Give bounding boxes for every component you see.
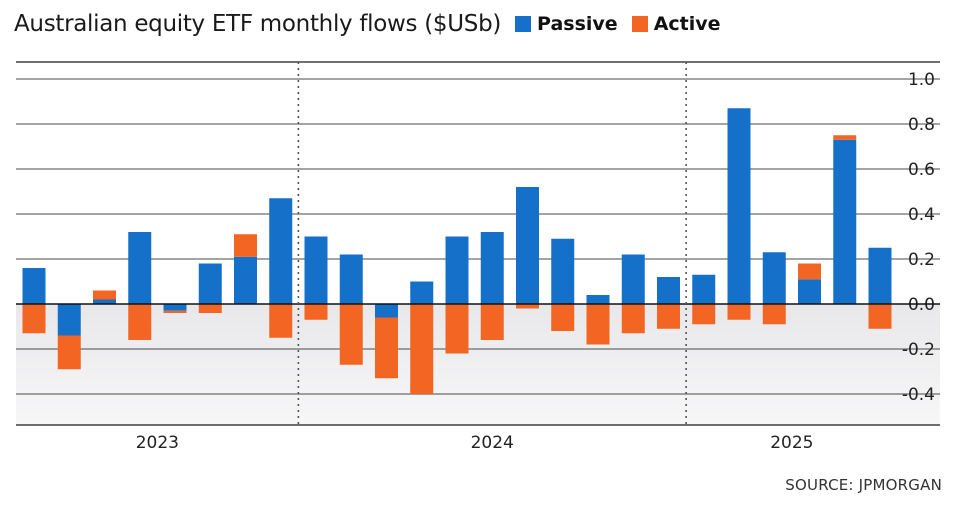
bar-active: [727, 304, 751, 320]
bar-passive: [621, 254, 645, 304]
chart-title: Australian equity ETF monthly flows ($US…: [14, 11, 502, 37]
bar-active: [445, 304, 469, 354]
bar-passive: [163, 304, 187, 311]
bar-passive: [657, 277, 680, 304]
bar-passive: [128, 232, 152, 304]
y-tick-label: -0.2: [902, 340, 935, 360]
bar-active: [551, 304, 575, 331]
negative-region-shade: [16, 304, 940, 425]
bar-active: [269, 304, 293, 338]
bar-active: [586, 304, 610, 345]
bar-active: [833, 135, 857, 140]
bar-active: [516, 304, 539, 309]
bar-active: [304, 304, 328, 320]
bar-passive: [304, 236, 328, 304]
y-tick-label: 0.8: [908, 115, 935, 135]
bar-active: [22, 304, 46, 334]
bar-passive: [339, 254, 363, 304]
bar-passive: [93, 299, 116, 304]
bar-passive: [445, 236, 469, 304]
bar-passive: [692, 274, 716, 304]
x-year-label: 2024: [471, 433, 514, 453]
bar-active: [93, 290, 116, 300]
y-tick-label: -0.4: [902, 385, 935, 405]
y-tick-label: 1.0: [908, 70, 935, 90]
bar-passive: [198, 263, 222, 304]
bar-active: [868, 304, 892, 329]
bar-passive: [22, 268, 46, 304]
legend-label-active: Active: [653, 13, 721, 35]
source-note: SOURCE: JPMORGAN: [785, 476, 942, 494]
bar-passive: [868, 247, 892, 304]
bar-passive: [762, 252, 786, 304]
bar-passive: [57, 304, 81, 336]
bar-passive: [586, 295, 610, 304]
bar-passive: [480, 232, 504, 304]
legend-swatch-active: [631, 16, 648, 32]
y-tick-label: 0.2: [908, 250, 935, 270]
bar-active: [339, 304, 363, 365]
bar-active: [128, 304, 152, 340]
bar-active: [163, 310, 187, 313]
bar-active: [198, 304, 222, 313]
bar-active: [692, 304, 716, 325]
bar-active: [57, 335, 81, 370]
bar-passive: [798, 279, 821, 304]
bar-passive: [727, 108, 751, 304]
bar-passive: [833, 139, 857, 304]
y-tick-label: 0.0: [908, 295, 935, 315]
bar-passive: [410, 281, 434, 304]
y-tick-label: 0.4: [908, 205, 935, 225]
bar-active: [657, 304, 680, 329]
bar-passive: [234, 256, 257, 304]
bar-passive: [269, 198, 293, 304]
legend-swatch-passive: [515, 16, 532, 32]
title-row: Australian equity ETF monthly flows ($US…: [14, 6, 721, 42]
bar-active: [410, 304, 434, 394]
bar-passive: [551, 238, 575, 304]
bar-active: [375, 317, 398, 379]
x-year-label: 2023: [136, 433, 179, 453]
bar-active: [798, 263, 821, 280]
x-year-label: 2025: [770, 433, 813, 453]
bar-passive: [375, 304, 398, 318]
bar-active: [621, 304, 645, 334]
bar-passive: [516, 187, 539, 304]
bar-active: [234, 234, 257, 257]
bar-active: [762, 304, 786, 325]
y-tick-label: 0.6: [908, 160, 935, 180]
legend-item-passive: Passive: [515, 13, 618, 35]
bar-active: [480, 304, 504, 340]
legend-item-active: Active: [631, 13, 721, 35]
legend-label-passive: Passive: [537, 13, 618, 35]
